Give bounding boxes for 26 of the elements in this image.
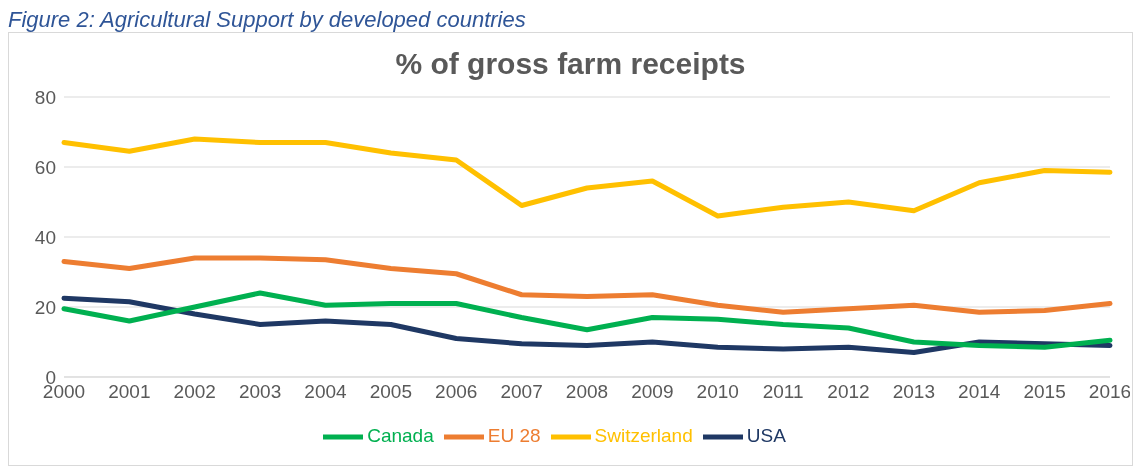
x-tick-label: 2009 [631,381,674,403]
legend-label: Switzerland [594,425,693,447]
legend-label: EU 28 [487,425,541,447]
x-tick-label: 2012 [827,381,870,403]
x-tick-label: 2002 [173,381,216,403]
x-tick-label: 2003 [238,381,282,403]
x-tick-label: 2016 [1088,381,1132,403]
x-tick-label: 2006 [435,381,478,403]
y-tick-label: 60 [34,156,56,178]
x-tick-label: 2014 [958,381,1001,403]
y-tick-label: 40 [34,226,56,248]
caption: Figure 2: Agricultural Support by developed countries [8,7,527,32]
x-tick-label: 2010 [696,381,739,403]
x-tick-label: 2004 [304,381,348,403]
legend-label: Canada [367,425,434,447]
x-tick-label: 2015 [1023,381,1066,403]
y-tick-label: 20 [34,296,56,318]
chart-title: % of gross farm receipts [394,47,747,82]
x-tick-label: 2011 [762,381,804,403]
x-tick-label: 2008 [565,381,609,403]
x-tick-label: 2013 [892,381,936,403]
y-tick-label: 80 [34,86,56,108]
x-tick-label: 2005 [369,381,413,403]
x-tick-label: 2007 [500,381,543,403]
legend-label: USA [746,425,786,447]
x-tick-label: 2001 [108,381,151,403]
